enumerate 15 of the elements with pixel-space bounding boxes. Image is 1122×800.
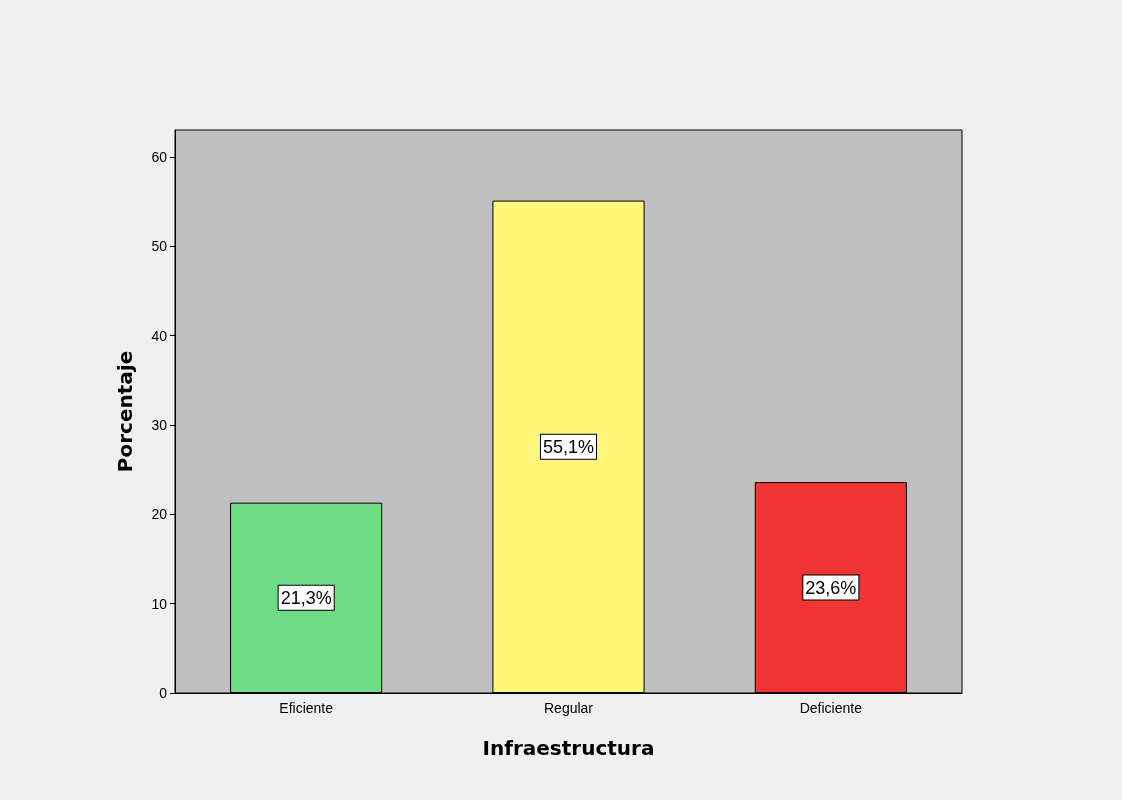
- data-label: 23,6%: [805, 577, 857, 598]
- y-tick-label: 50: [151, 238, 168, 255]
- x-tick-label: Deficiente: [799, 700, 863, 716]
- y-tick-label: 0: [159, 685, 168, 701]
- x-axis-title: Infraestructura: [482, 736, 655, 760]
- y-tick-label: 10: [151, 595, 168, 612]
- y-tick-label: 30: [151, 416, 168, 433]
- x-tick-label: Regular: [543, 700, 594, 716]
- y-tick-label: 60: [151, 148, 168, 165]
- y-tick-label: 40: [151, 327, 168, 344]
- data-label: 55,1%: [542, 436, 595, 457]
- y-tick-label: 20: [151, 506, 168, 523]
- data-label: 21,3%: [280, 587, 332, 608]
- x-tick-label: Eficiente: [279, 700, 334, 716]
- y-axis-title: Porcentaje: [113, 350, 137, 473]
